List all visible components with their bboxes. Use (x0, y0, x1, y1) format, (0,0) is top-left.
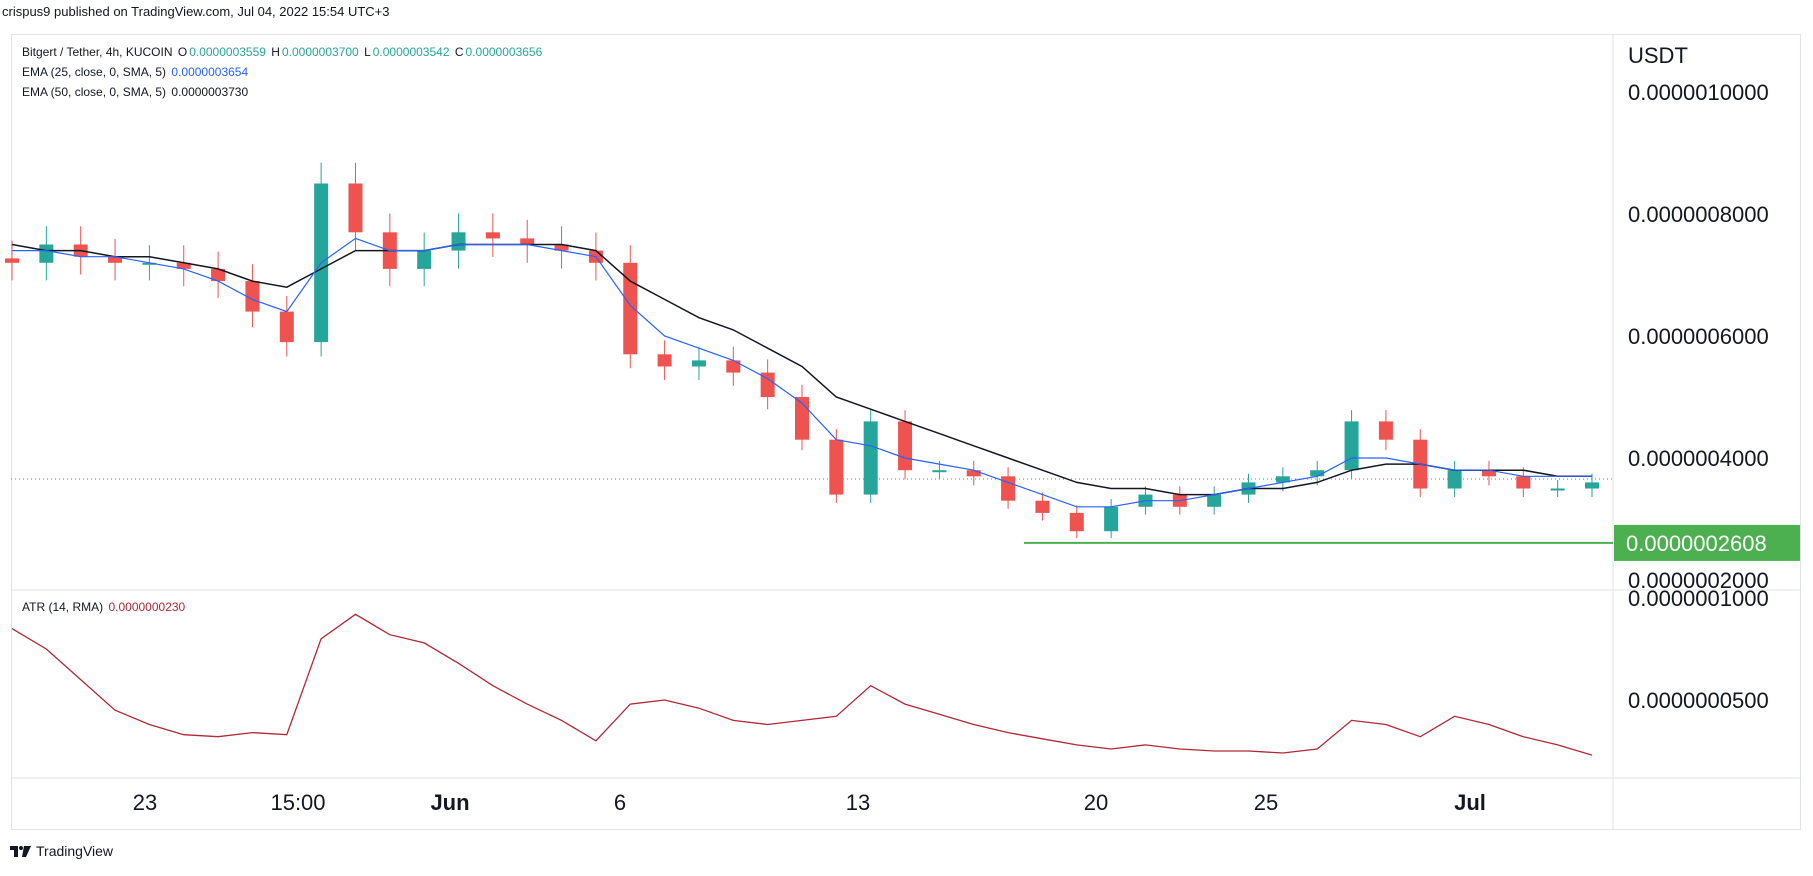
candle-body (1310, 470, 1325, 477)
chart-frame (11, 34, 1801, 830)
candle-body (1275, 476, 1290, 483)
price-axis-unit: USDT (1628, 43, 1688, 68)
candle-body (279, 311, 294, 343)
time-tick-label: Jul (1454, 790, 1486, 815)
time-tick-label: 20 (1084, 790, 1108, 815)
time-tick-label: 6 (614, 790, 626, 815)
time-tick-label: Jun (430, 790, 469, 815)
candle-body (623, 262, 638, 355)
candle-body (1207, 494, 1222, 507)
candle-body (863, 421, 878, 495)
ema25-label: EMA (25, close, 0, SMA, 5) (22, 65, 167, 79)
open-label: O (177, 45, 188, 59)
candle-body (1344, 421, 1359, 471)
candle-body (554, 244, 569, 251)
candle-body (108, 256, 123, 263)
high-value: 0.0000003700 (281, 45, 359, 59)
support-price-label: 0.0000002608 (1626, 531, 1767, 556)
candle-body (348, 183, 363, 233)
price-tick-label: 0.0000010000 (1628, 80, 1769, 105)
open-value: 0.0000003559 (189, 45, 266, 59)
candle-body (1550, 488, 1565, 491)
candle-body (211, 268, 226, 282)
candle-body (966, 470, 981, 477)
price-tick-label: 0.0000004000 (1628, 446, 1769, 471)
support-price-badge (1614, 524, 1800, 561)
symbol-label: Bitgert / Tether, 4h, KUCOIN (22, 45, 173, 59)
publish-info: published on TradingView.com, Jul 04, 20… (54, 4, 390, 19)
candle-body (1035, 500, 1050, 513)
ema50-line (11, 243, 1592, 496)
candle-body (245, 281, 260, 312)
candle-body (898, 421, 913, 471)
candle-body (5, 258, 19, 263)
ema50-legend: EMA (50, close, 0, SMA, 5) 0.0000003730 (22, 85, 250, 99)
tradingview-brand: TradingView (36, 843, 114, 859)
candle-body (1001, 476, 1016, 501)
atr-tick-label: 0.0000001000 (1628, 586, 1769, 611)
atr-legend: ATR (14, RMA) 0.0000000230 (22, 600, 187, 614)
candle-body (1481, 470, 1496, 477)
close-value: 0.0000003656 (465, 45, 543, 59)
candle-body (176, 262, 191, 269)
candle-body (932, 470, 947, 473)
time-tick-label: 23 (133, 790, 157, 815)
time-tick-label: 15:00 (270, 790, 325, 815)
price-tick-label: 0.0000002000 (1628, 568, 1769, 593)
candle-body (485, 232, 500, 239)
high-label: H (271, 45, 280, 59)
candle-body (1585, 482, 1599, 489)
ema50-value: 0.0000003730 (171, 85, 249, 99)
candle-body (1069, 512, 1084, 532)
close-label: C (454, 45, 464, 59)
price-tick-label: 0.0000008000 (1628, 202, 1769, 227)
candle-body (451, 232, 466, 251)
candle-body (39, 244, 54, 263)
candle-body (691, 360, 706, 367)
candle-body (657, 354, 672, 367)
time-tick-label: 13 (846, 790, 870, 815)
candle-body (142, 262, 157, 265)
tradingview-footer[interactable]: TradingView (10, 843, 113, 859)
symbol-legend: Bitgert / Tether, 4h, KUCOIN O 0.00000035… (22, 45, 544, 59)
ema25-legend: EMA (25, close, 0, SMA, 5) 0.0000003654 (22, 65, 250, 79)
atr-value: 0.0000000230 (108, 600, 186, 614)
candle-body (760, 372, 775, 397)
atr-line (11, 613, 1593, 756)
candle-body (1516, 476, 1531, 489)
atr-tick-label: 0.0000000500 (1628, 688, 1769, 713)
author-name[interactable]: crispus9 (2, 4, 51, 19)
low-label: L (364, 45, 371, 59)
ema50-label: EMA (50, close, 0, SMA, 5) (22, 85, 167, 99)
ema25-value: 0.0000003654 (171, 65, 249, 79)
candle-body (520, 238, 535, 245)
tradingview-logo-icon (10, 846, 31, 857)
candle-body (417, 250, 432, 269)
low-value: 0.0000003542 (372, 45, 450, 59)
price-tick-label: 0.0000006000 (1628, 324, 1769, 349)
ema25-line (12, 237, 1592, 508)
candle-body (829, 439, 844, 495)
candle-body (726, 360, 741, 373)
publish-header: crispus9 published on TradingView.com, J… (2, 4, 390, 19)
time-tick-label: 25 (1254, 790, 1278, 815)
candle-body (1378, 421, 1393, 440)
atr-label: ATR (14, RMA) (22, 600, 104, 614)
candle-body (1447, 470, 1462, 489)
candle-body (1104, 506, 1119, 532)
